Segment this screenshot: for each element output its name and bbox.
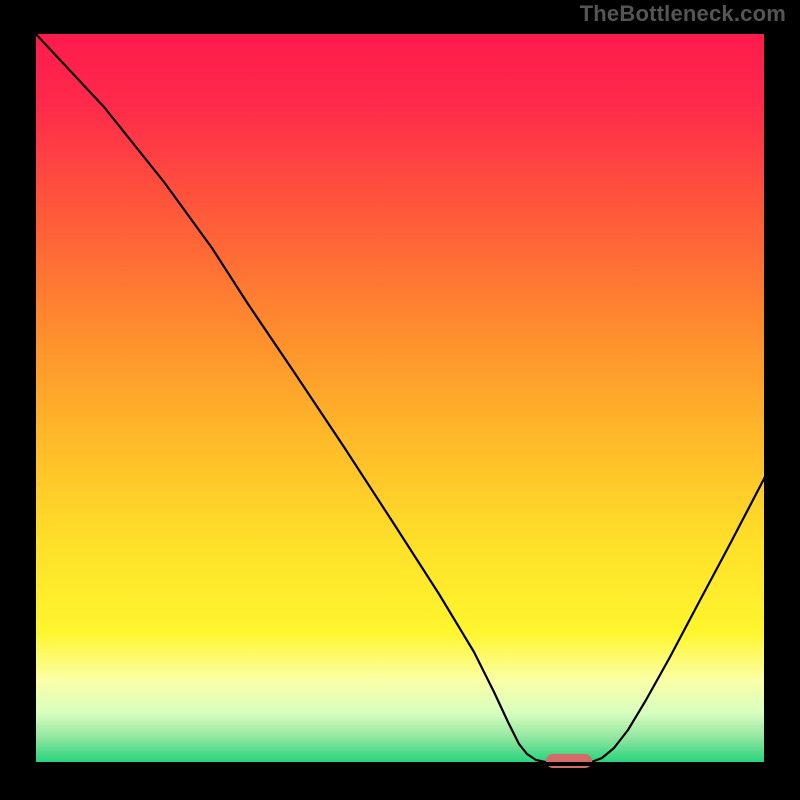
bottleneck-chart-svg [0, 0, 800, 800]
watermark-label: TheBottleneck.com [580, 1, 786, 27]
chart-stage: TheBottleneck.com [0, 0, 800, 800]
plot-background-gradient [34, 32, 766, 764]
